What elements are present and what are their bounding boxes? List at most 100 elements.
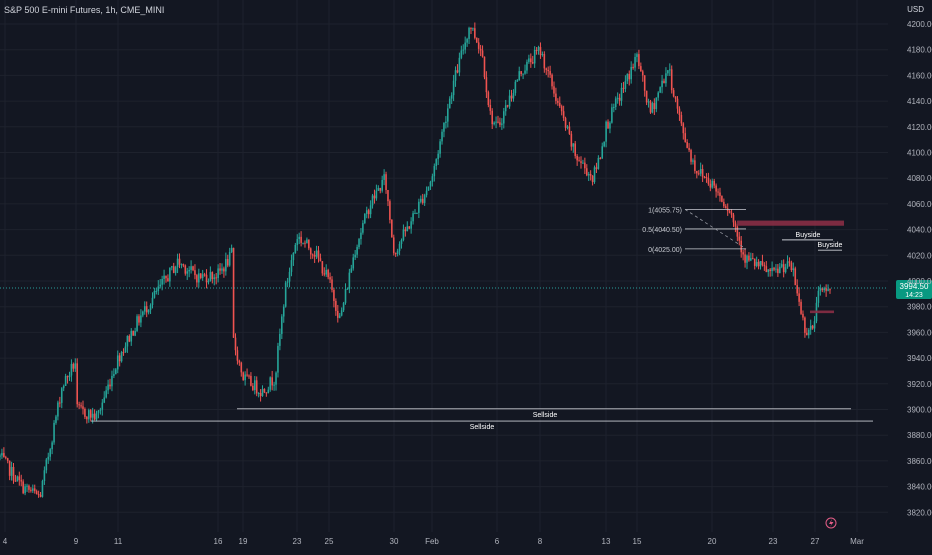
candle-down (394, 253, 397, 255)
candle-up (493, 122, 495, 125)
candle-up (651, 103, 654, 113)
y-tick-label: 4020.00 (907, 251, 932, 260)
candle-down (194, 270, 196, 276)
candle-down (308, 239, 310, 249)
candle-up (593, 167, 596, 183)
candle-down (649, 101, 652, 113)
candle-down (145, 306, 148, 313)
fib-trend-line[interactable] (684, 209, 747, 250)
candle-up (1, 453, 3, 456)
current-price-badge[interactable] (896, 280, 932, 300)
x-tick-label: Mar (850, 537, 864, 546)
candle-up (759, 261, 762, 267)
candle-up (501, 123, 503, 125)
candle-down (391, 219, 393, 238)
candle-down (740, 240, 743, 253)
candle-down (252, 385, 254, 391)
candle-down (489, 105, 492, 111)
candle-up (423, 195, 426, 203)
candle-down (35, 491, 38, 495)
candle-down (497, 121, 499, 123)
candle-up (655, 97, 658, 110)
candle-down (18, 476, 21, 481)
candle-up (99, 409, 102, 411)
candle-up (277, 345, 279, 373)
liquidity-zone[interactable] (737, 220, 844, 226)
candle-up (157, 286, 160, 291)
candle-up (356, 247, 358, 255)
y-tick-label: 3860.00 (907, 457, 932, 466)
candle-down (663, 80, 665, 84)
candle-down (742, 252, 744, 255)
candle-down (726, 208, 729, 212)
candle-down (580, 161, 582, 163)
candle-up (447, 108, 449, 122)
candle-up (518, 71, 521, 81)
liquidity-zone[interactable] (810, 310, 834, 314)
candle-down (234, 337, 237, 351)
candle-up (528, 58, 530, 62)
candle-up (41, 481, 44, 497)
x-tick-label: 4 (3, 537, 8, 546)
candle-up (281, 316, 283, 334)
candle-down (138, 316, 140, 323)
candle-up (47, 456, 50, 460)
candle-down (481, 50, 484, 57)
candle-down (335, 300, 337, 311)
candle-down (474, 28, 476, 38)
candle-up (371, 195, 374, 206)
candle-up (566, 126, 569, 128)
y-tick-label: 4200.00 (907, 20, 932, 29)
candle-down (66, 376, 69, 378)
candle-down (82, 406, 84, 409)
x-tick-label: 20 (708, 537, 717, 546)
candle-down (248, 375, 250, 377)
candle-up (522, 73, 524, 75)
candle-down (487, 92, 490, 106)
candle-down (553, 86, 555, 94)
candle-down (470, 27, 472, 29)
candle-down (641, 71, 644, 76)
candle-up (151, 297, 154, 305)
candle-up (284, 282, 287, 307)
candle-down (12, 466, 15, 481)
candle-down (456, 70, 459, 73)
candle-down (333, 289, 335, 301)
candle-up (306, 239, 308, 244)
candle-down (404, 229, 407, 232)
candle-up (609, 122, 611, 129)
candle-down (717, 191, 719, 193)
candle-down (821, 288, 824, 291)
candle-down (531, 62, 534, 64)
candle-up (516, 80, 519, 82)
candle-up (746, 255, 748, 263)
candle-up (57, 402, 59, 417)
candle-up (813, 321, 816, 329)
candle-down (321, 261, 324, 274)
candle-up (601, 146, 604, 159)
candle-down (798, 293, 800, 302)
candle-down (30, 489, 32, 491)
lightning-icon[interactable] (825, 517, 837, 529)
candle-down (128, 335, 131, 342)
candle-up (827, 289, 829, 291)
candle-down (804, 317, 806, 333)
candle-up (419, 198, 422, 202)
candle-up (427, 186, 430, 191)
candle-down (715, 185, 717, 192)
candle-up (267, 389, 270, 394)
candle-up (60, 388, 63, 403)
candle-up (809, 325, 812, 330)
candle-up (10, 466, 13, 476)
candle-down (800, 301, 802, 314)
candle-down (323, 273, 326, 275)
candle-down (730, 212, 733, 215)
candle-down (806, 332, 808, 336)
candle-up (533, 49, 536, 64)
candle-down (568, 126, 571, 134)
candle-up (699, 169, 702, 174)
candle-down (132, 330, 134, 336)
